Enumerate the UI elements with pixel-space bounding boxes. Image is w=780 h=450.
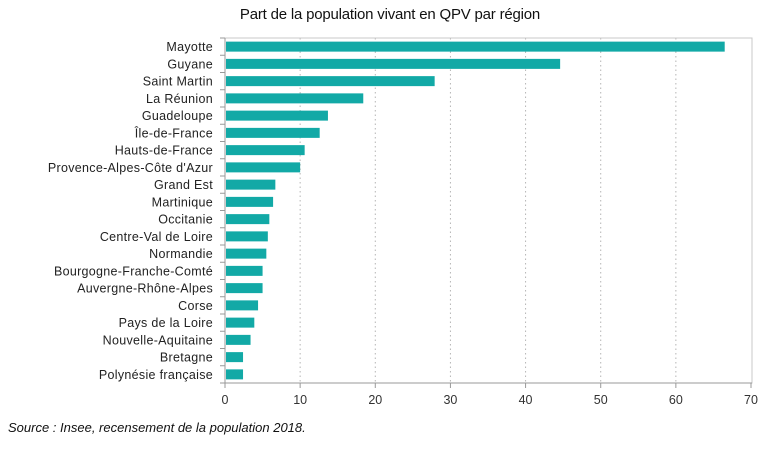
bar [226, 58, 561, 69]
bar [226, 352, 244, 363]
category-label: Provence-Alpes-Côte d'Azur [48, 161, 213, 175]
bar [226, 283, 263, 294]
category-label: Nouvelle-Aquitaine [103, 333, 213, 347]
bar [226, 317, 255, 328]
category-label: Centre-Val de Loire [100, 230, 213, 244]
category-label: Pays de la Loire [119, 316, 213, 330]
source-note: Source : Insee, recensement de la popula… [8, 420, 306, 435]
category-label: Bourgogne-Franche-Comté [54, 264, 213, 278]
category-label: Saint Martin [143, 75, 213, 89]
x-tick-label: 70 [744, 393, 758, 407]
category-label: Mayotte [166, 40, 213, 54]
x-tick-label: 50 [594, 393, 608, 407]
category-label: Martinique [152, 195, 213, 209]
bar [226, 127, 320, 138]
bar [226, 76, 435, 87]
bar [226, 162, 301, 173]
bar [226, 214, 270, 225]
bar [226, 248, 267, 259]
category-label: Guyane [167, 57, 213, 71]
bar [226, 196, 274, 207]
bar [226, 265, 263, 276]
bar [226, 145, 305, 156]
category-label: Bretagne [160, 351, 213, 365]
category-label: Grand Est [154, 178, 213, 192]
x-tick-label: 60 [669, 393, 683, 407]
category-label: Corse [178, 299, 213, 313]
bar [226, 231, 268, 242]
category-label: Occitanie [158, 213, 213, 227]
category-label: Hauts-de-France [115, 144, 213, 158]
category-labels: Mayotte Guyane Saint Martin La Réunion Guade… [48, 40, 213, 382]
x-tick-label: 20 [368, 393, 382, 407]
x-tick-label: 30 [443, 393, 457, 407]
x-tick-label: 10 [293, 393, 307, 407]
category-label: Polynésie française [99, 368, 213, 382]
bar [226, 300, 259, 311]
category-label: Guadeloupe [142, 109, 213, 123]
category-label: Île-de-France [134, 125, 213, 140]
bar [226, 110, 328, 121]
plot-area-frame [224, 37, 753, 384]
bar [226, 93, 364, 104]
chart-title: Part de la population vivant en QPV par … [239, 6, 541, 23]
bar [226, 334, 251, 345]
bar [226, 369, 244, 380]
x-tick-label: 40 [519, 393, 533, 407]
gridlines [299, 38, 677, 383]
x-axis-ticks: 0 10 20 30 40 50 60 70 [220, 37, 758, 407]
category-label: La Réunion [146, 92, 213, 106]
bars [226, 41, 725, 380]
category-label: Auvergne-Rhône-Alpes [77, 282, 213, 296]
bar [226, 41, 725, 52]
category-label: Normandie [149, 247, 213, 261]
x-tick-label: 0 [222, 393, 229, 407]
bar [226, 179, 276, 190]
